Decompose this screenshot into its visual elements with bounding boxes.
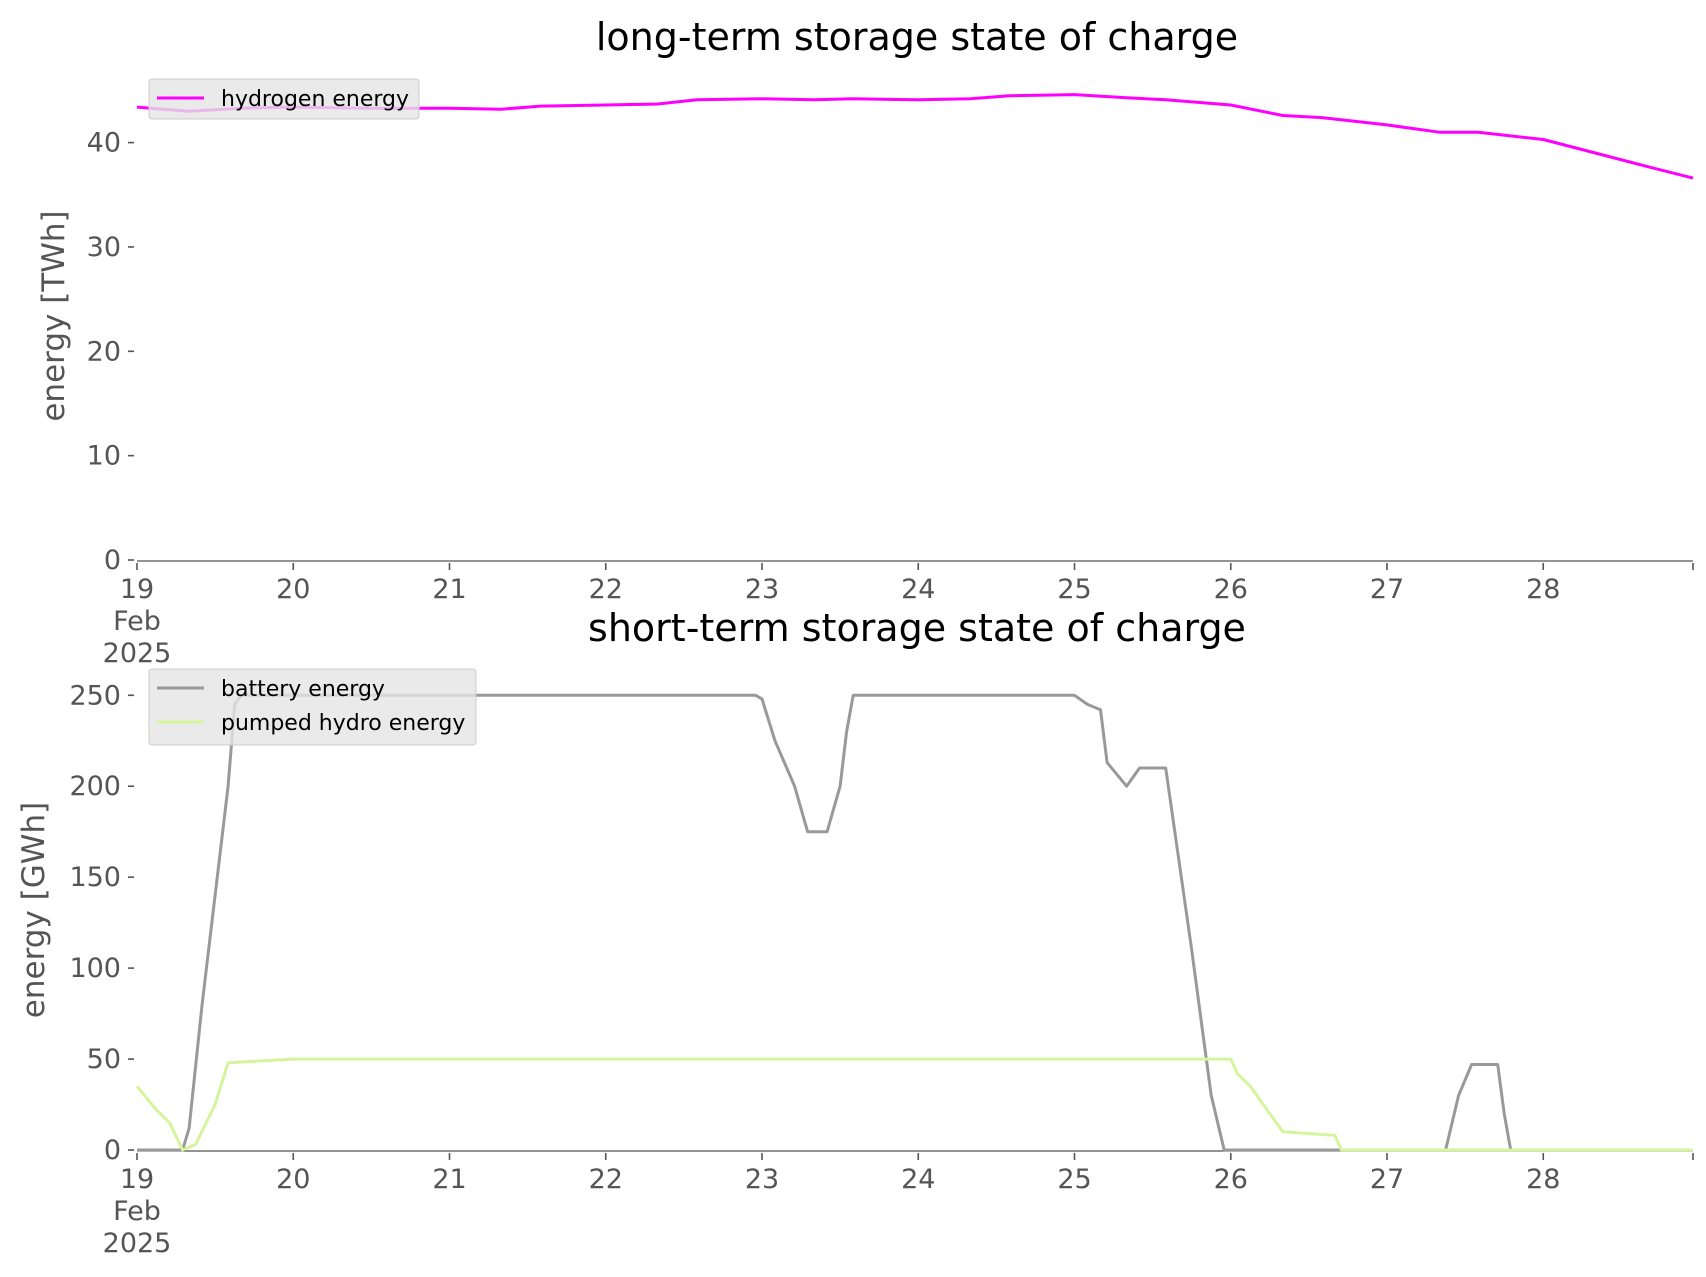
x-tick-label: 20 [276, 574, 310, 605]
x-tick-label: 25 [1057, 1164, 1091, 1195]
y-axis: 0 50 100 150 200 250 [69, 680, 134, 1166]
chart-title: long-term storage state of charge [596, 15, 1238, 59]
x-tick-label: 27 [1370, 574, 1404, 605]
y-axis: 0 10 20 30 40 [87, 128, 134, 576]
y-tick-label: 40 [87, 128, 121, 159]
y-tick-label: 20 [87, 336, 121, 367]
x-tick-label: 2025 [103, 1228, 172, 1259]
legend-box [148, 668, 477, 746]
series-line-hydrogen-energy [136, 93, 1694, 180]
short-term-storage-chart: short-term storage state of charge 0 50 10… [16, 606, 1694, 1259]
x-tick-label: 25 [1057, 574, 1091, 605]
series-line-battery-energy [137, 693, 1693, 1152]
x-tick-label: 24 [901, 574, 935, 605]
y-tick-label: 10 [87, 441, 121, 472]
y-tick-label: 0 [104, 545, 121, 576]
x-tick-label: 24 [901, 1164, 935, 1195]
x-tick-label: 28 [1526, 1164, 1560, 1195]
legend-label: battery energy [221, 677, 385, 702]
series-group [135, 693, 1693, 1152]
x-tick-label: 2025 [103, 638, 172, 669]
x-tick-label: 26 [1214, 574, 1248, 605]
x-tick-label: 22 [589, 1164, 623, 1195]
x-tick-label: 23 [745, 1164, 779, 1195]
y-tick-label: 100 [69, 953, 121, 984]
legend-label: hydrogen energy [221, 87, 409, 112]
series-group [136, 93, 1694, 180]
legend-box [148, 78, 420, 120]
y-axis-label: energy [TWh] [36, 210, 72, 421]
x-tick-label: 19 [120, 574, 154, 605]
x-tick-label: 19 [120, 1164, 154, 1195]
legend: battery energy pumped hydro energy [148, 668, 477, 746]
y-tick-label: 30 [87, 232, 121, 263]
series-line-pumped-hydro-energy [135, 1057, 1693, 1152]
x-tick-label: Feb [113, 606, 161, 637]
y-tick-label: 0 [104, 1135, 121, 1166]
x-tick-label: 23 [745, 574, 779, 605]
long-term-storage-chart: long-term storage state of charge 0 10 20 3… [36, 15, 1694, 669]
x-tick-label: Feb [113, 1196, 161, 1227]
legend: hydrogen energy [148, 78, 420, 120]
y-tick-label: 250 [69, 680, 121, 711]
x-tick-label: 27 [1370, 1164, 1404, 1195]
y-tick-label: 150 [69, 862, 121, 893]
y-tick-label: 50 [87, 1044, 121, 1075]
x-tick-label: 28 [1526, 574, 1560, 605]
x-tick-label: 22 [589, 574, 623, 605]
x-tick-label: 21 [432, 574, 466, 605]
y-tick-label: 200 [69, 771, 121, 802]
chart-title: short-term storage state of charge [588, 606, 1246, 650]
y-axis-label: energy [GWh] [16, 802, 52, 1018]
x-tick-label: 20 [276, 1164, 310, 1195]
x-tick-label: 21 [432, 1164, 466, 1195]
legend-label: pumped hydro energy [221, 711, 465, 736]
x-tick-label: 26 [1214, 1164, 1248, 1195]
